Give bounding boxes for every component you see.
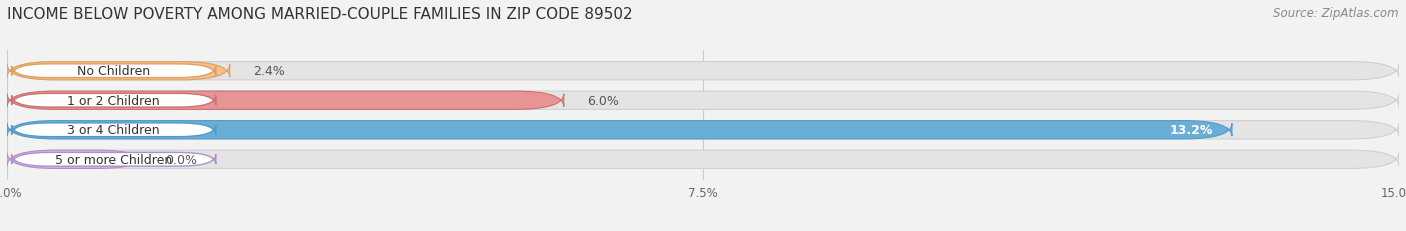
Text: 5 or more Children: 5 or more Children bbox=[55, 153, 173, 166]
Text: 0.0%: 0.0% bbox=[165, 153, 197, 166]
Text: 6.0%: 6.0% bbox=[588, 94, 619, 107]
FancyBboxPatch shape bbox=[7, 121, 1399, 139]
Text: INCOME BELOW POVERTY AMONG MARRIED-COUPLE FAMILIES IN ZIP CODE 89502: INCOME BELOW POVERTY AMONG MARRIED-COUPL… bbox=[7, 7, 633, 22]
FancyBboxPatch shape bbox=[11, 153, 217, 166]
Text: 1 or 2 Children: 1 or 2 Children bbox=[67, 94, 160, 107]
FancyBboxPatch shape bbox=[7, 92, 1399, 110]
FancyBboxPatch shape bbox=[7, 92, 564, 110]
Text: 3 or 4 Children: 3 or 4 Children bbox=[67, 124, 160, 137]
Text: 13.2%: 13.2% bbox=[1170, 124, 1213, 137]
Text: No Children: No Children bbox=[77, 65, 150, 78]
Text: 2.4%: 2.4% bbox=[253, 65, 284, 78]
Text: Source: ZipAtlas.com: Source: ZipAtlas.com bbox=[1274, 7, 1399, 20]
FancyBboxPatch shape bbox=[7, 121, 1232, 139]
FancyBboxPatch shape bbox=[11, 65, 217, 78]
FancyBboxPatch shape bbox=[7, 62, 1399, 81]
FancyBboxPatch shape bbox=[7, 150, 1399, 169]
FancyBboxPatch shape bbox=[11, 94, 217, 108]
FancyBboxPatch shape bbox=[11, 123, 217, 137]
FancyBboxPatch shape bbox=[7, 150, 146, 169]
FancyBboxPatch shape bbox=[7, 62, 229, 81]
